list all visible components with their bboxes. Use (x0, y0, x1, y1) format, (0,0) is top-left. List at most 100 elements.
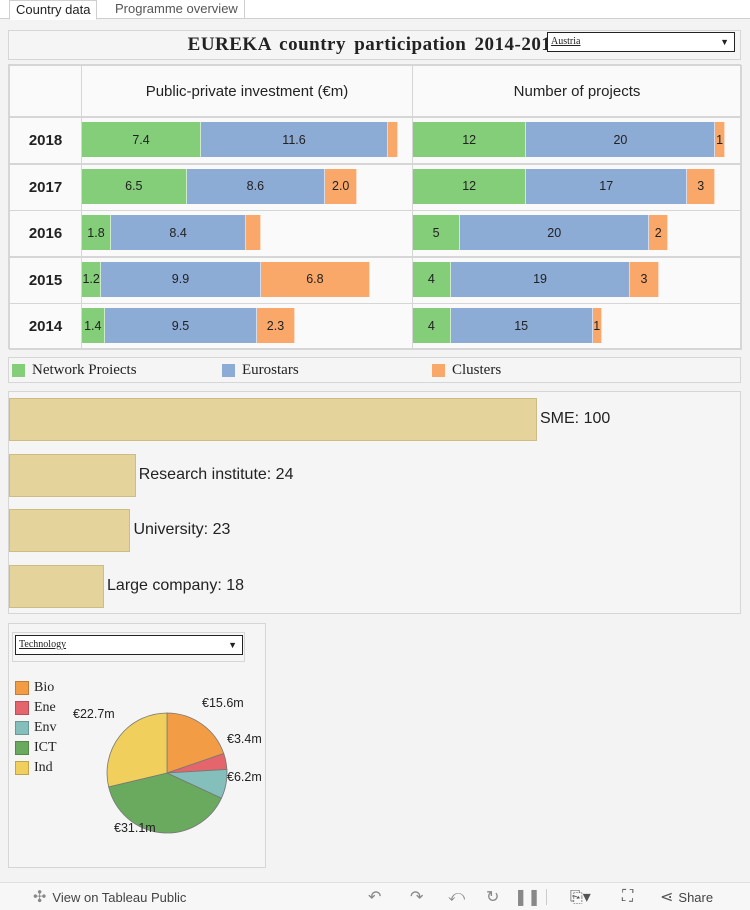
title-panel: EUREKA country participation 2014-2018 A… (8, 30, 741, 60)
pie-legend-ene[interactable]: Ene (15, 700, 56, 716)
view-on-tableau-button[interactable]: ✣ View on Tableau Public (33, 889, 187, 906)
projects-bar-network-projects[interactable]: 12 (413, 122, 527, 157)
download-icon: ⎘▾ (570, 889, 591, 906)
year-label: 2015 (9, 256, 82, 304)
year-label: 2016 (9, 210, 82, 257)
investment-bar-clusters[interactable]: 2.0 (325, 168, 358, 204)
projects-bar-network-projects[interactable]: 12 (413, 168, 527, 204)
fullscreen-button[interactable]: ⛶ (622, 883, 633, 910)
legend-swatch (15, 681, 29, 695)
investment-bar-clusters[interactable] (387, 122, 398, 157)
pie-legend-ind[interactable]: Ind (15, 760, 53, 776)
technology-panel: Technology ▼ Bio Ene Env ICT Ind €15.6m €3.4m… (8, 623, 266, 868)
legend-clusters[interactable]: Clusters (432, 362, 501, 379)
pie-legend-env[interactable]: Env (15, 720, 57, 736)
investment-bar-network-projects[interactable]: 1.4 (82, 308, 105, 343)
investment-bar-network-projects[interactable]: 7.4 (82, 122, 202, 157)
share-icon: ⋖ (660, 889, 674, 906)
projects-bar-clusters[interactable]: 3 (630, 261, 659, 297)
legend-network-projects[interactable]: Network Proiects (12, 362, 137, 379)
projects-bar-eurostars[interactable]: 19 (450, 261, 631, 297)
technology-pie-chart: €15.6m €3.4m €6.2m €31.1m €22.7m (73, 696, 262, 835)
pie-slice-ict[interactable] (108, 772, 222, 834)
projects-bar-network-projects[interactable]: 4 (413, 261, 451, 297)
corner-cell (9, 65, 82, 117)
legend-swatch (15, 741, 29, 755)
share-button[interactable]: ⋖ Share (660, 889, 714, 906)
tab-programme-overview[interactable]: Programme overview (109, 0, 245, 19)
projects-bar-network-projects[interactable]: 5 (413, 215, 461, 250)
tableau-toolbar: ✣ View on Tableau Public ↶ ↷ ⤺ ↻ ❚❚ ⎘▾ ⛶… (0, 882, 750, 910)
refresh-button[interactable]: ↻ (486, 883, 499, 910)
undo-button[interactable]: ↶ (368, 883, 381, 910)
investment-bar-eurostars[interactable]: 8.4 (110, 215, 247, 250)
pie-slice-label: €15.6m (202, 696, 244, 710)
investment-bar-network-projects[interactable]: 1.2 (82, 261, 102, 297)
legend-swatch (12, 364, 25, 377)
legend-eurostars[interactable]: Eurostars (222, 362, 299, 379)
investment-table: Public-private investment (€m) Number of… (8, 64, 742, 350)
projects-bar-clusters[interactable]: 1 (592, 308, 602, 343)
chevron-down-icon: ▼ (720, 37, 729, 47)
pie-legend-ict[interactable]: ICT (15, 740, 57, 756)
investment-bar-network-projects[interactable]: 6.5 (82, 168, 187, 204)
redo-button[interactable]: ↷ (410, 883, 423, 910)
technology-select-value: Technology (19, 639, 67, 650)
investment-bar-eurostars[interactable]: 9.5 (104, 308, 258, 343)
participant-label: Research institute: 24 (138, 465, 294, 483)
projects-header: Number of projects (412, 65, 742, 117)
technology-select-frame (12, 632, 245, 662)
legend-swatch (15, 761, 29, 775)
investment-bar-eurostars[interactable]: 11.6 (201, 122, 388, 157)
pie-slice-ind[interactable] (106, 712, 168, 788)
projects-bar-eurostars[interactable]: 15 (450, 308, 593, 343)
revert-button[interactable]: ⤺ (448, 883, 465, 910)
investment-bar-eurostars[interactable]: 9.9 (101, 261, 261, 297)
refresh-icon: ↻ (486, 889, 500, 906)
projects-bar-network-projects[interactable]: 4 (413, 308, 451, 343)
country-select-value: Austria (551, 36, 581, 47)
investment-bar-clusters[interactable]: 6.8 (260, 261, 371, 297)
technology-select[interactable]: Technology ▼ (15, 635, 243, 655)
redo-icon: ↷ (410, 889, 424, 906)
participant-bar[interactable] (9, 453, 136, 497)
year-label: 2014 (9, 303, 82, 350)
participant-label: SME: 100 (540, 410, 611, 427)
pie-slice-label: €31.1m (114, 821, 156, 835)
participant-bar[interactable] (9, 565, 105, 609)
participant-bar[interactable] (9, 398, 537, 441)
tab-bar: Country data Programme overview (0, 0, 750, 20)
participant-label: University: 23 (133, 521, 231, 539)
toolbar-divider (546, 889, 547, 905)
country-select[interactable]: Austria ▼ (547, 32, 735, 52)
pie-slice-label: €6.2m (227, 770, 262, 784)
legend-swatch (15, 721, 29, 735)
projects-bar-clusters[interactable]: 2 (649, 215, 669, 250)
page-title: EUREKA country participation 2014-2018 (187, 34, 562, 55)
year-label: 2018 (9, 117, 82, 164)
pause-button[interactable]: ❚❚ (514, 883, 541, 910)
pause-icon: ❚❚ (514, 889, 541, 906)
projects-bar-clusters[interactable]: 3 (687, 168, 716, 204)
pie-slice-label: €22.7m (73, 707, 115, 721)
undo-icon: ↶ (368, 889, 382, 906)
investment-bar-clusters[interactable]: 2.3 (257, 308, 295, 343)
tab-country-data[interactable]: Country data (9, 0, 98, 20)
pie-slice-label: €3.4m (227, 732, 262, 746)
participant-bar[interactable] (9, 509, 131, 553)
participants-chart: SME: 100 Research institute: 24 University… (8, 391, 741, 614)
investment-bar-eurostars[interactable]: 8.6 (186, 168, 326, 204)
tableau-logo-icon: ✣ (33, 889, 47, 906)
investment-bar-clusters[interactable] (246, 215, 261, 250)
download-button[interactable]: ⎘▾ (570, 883, 591, 910)
projects-bar-eurostars[interactable]: 17 (526, 168, 688, 204)
revert-icon: ⤺ (448, 888, 466, 905)
chevron-down-icon: ▼ (228, 640, 237, 650)
investment-header: Public-private investment (€m) (81, 65, 413, 117)
projects-bar-clusters[interactable]: 1 (715, 122, 725, 157)
projects-bar-eurostars[interactable]: 20 (526, 122, 716, 157)
pie-legend-bio[interactable]: Bio (15, 680, 54, 696)
legend-swatch (15, 701, 29, 715)
projects-bar-eurostars[interactable]: 20 (460, 215, 650, 250)
investment-bar-network-projects[interactable]: 1.8 (82, 215, 111, 250)
